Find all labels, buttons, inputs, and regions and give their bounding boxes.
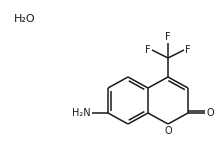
Text: O: O	[206, 108, 214, 118]
Text: F: F	[185, 45, 191, 55]
Text: H₂N: H₂N	[72, 108, 91, 118]
Text: F: F	[145, 45, 151, 55]
Text: F: F	[165, 32, 171, 42]
Text: H₂O: H₂O	[14, 14, 36, 24]
Text: O: O	[164, 125, 172, 136]
